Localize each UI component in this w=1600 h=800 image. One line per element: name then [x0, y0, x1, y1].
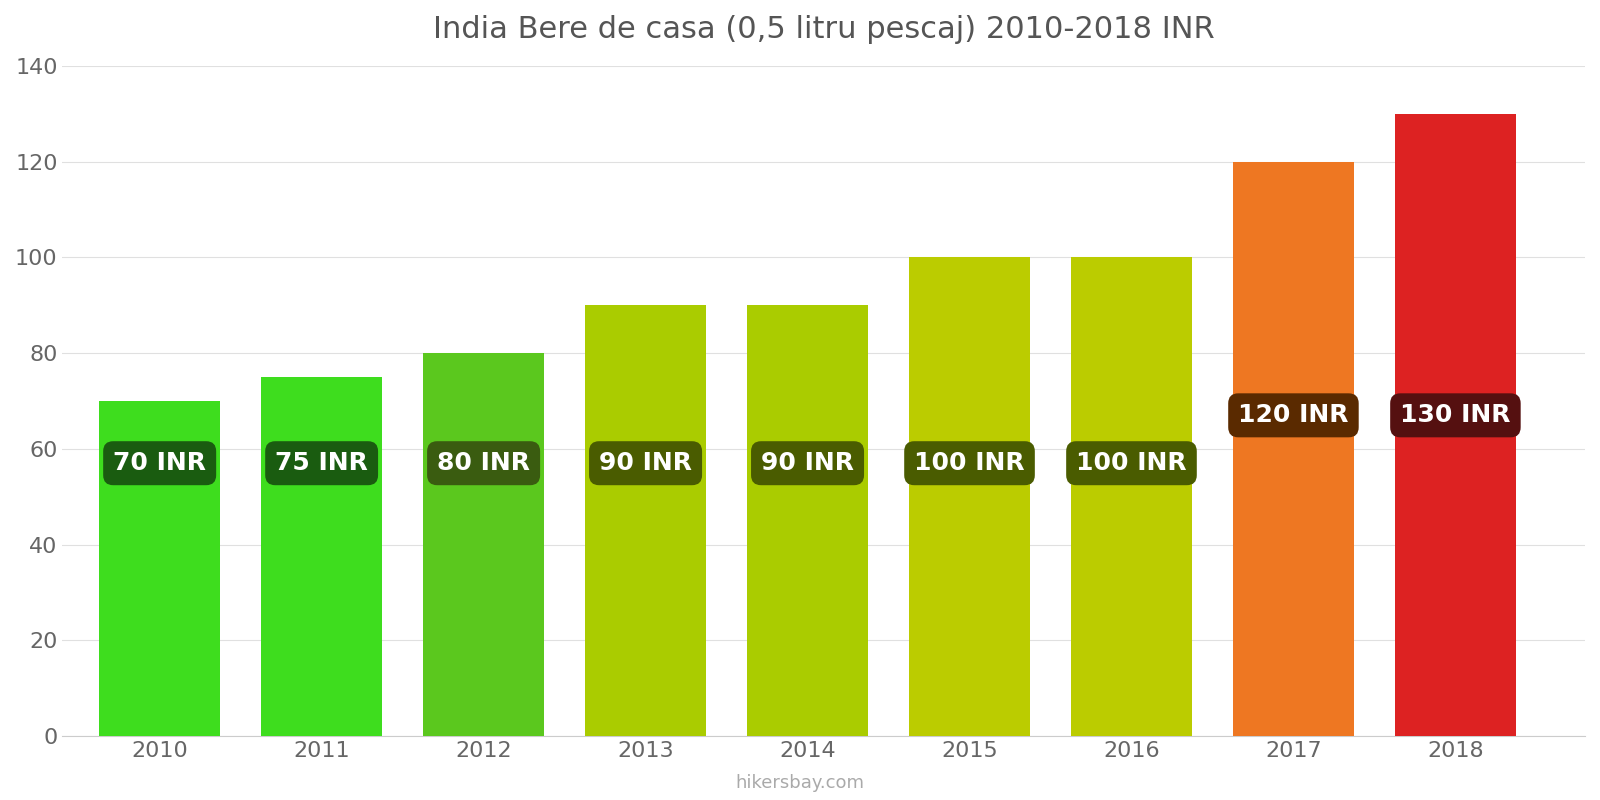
Bar: [261, 377, 382, 736]
Text: 130 INR: 130 INR: [1400, 403, 1510, 427]
Bar: [422, 353, 544, 736]
Text: 70 INR: 70 INR: [114, 451, 206, 475]
Bar: [586, 305, 706, 736]
Text: 90 INR: 90 INR: [598, 451, 693, 475]
Text: 75 INR: 75 INR: [275, 451, 368, 475]
Bar: [747, 305, 869, 736]
Text: 100 INR: 100 INR: [914, 451, 1026, 475]
Text: 100 INR: 100 INR: [1077, 451, 1187, 475]
Text: 90 INR: 90 INR: [762, 451, 854, 475]
Bar: [99, 401, 221, 736]
Text: 120 INR: 120 INR: [1238, 403, 1349, 427]
Bar: [1232, 162, 1354, 736]
Bar: [1395, 114, 1517, 736]
Bar: [1070, 258, 1192, 736]
Text: 80 INR: 80 INR: [437, 451, 530, 475]
Bar: [909, 258, 1030, 736]
Text: hikersbay.com: hikersbay.com: [736, 774, 864, 792]
Title: India Bere de casa (0,5 litru pescaj) 2010-2018 INR: India Bere de casa (0,5 litru pescaj) 20…: [434, 15, 1214, 44]
